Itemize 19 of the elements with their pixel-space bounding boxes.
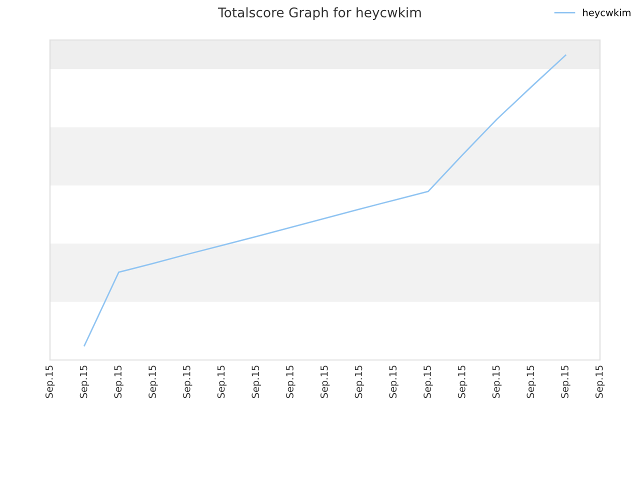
chart-title: Totalscore Graph for heycwkim (218, 7, 421, 20)
x-tick-label: Sep.15 (45, 366, 55, 398)
x-tick-label: Sep.15 (148, 366, 158, 398)
x-tick-label: Sep.15 (354, 366, 364, 398)
x-tick-label: Sep.15 (320, 366, 330, 398)
x-tick-label: Sep.15 (526, 366, 536, 398)
x-tick-label: Sep.15 (424, 366, 433, 398)
x-tick-label: Sep.15 (595, 366, 605, 398)
legend-label: heycwkim (583, 8, 630, 18)
x-tick-label: Sep.15 (182, 366, 192, 398)
x-tick-label: Sep.15 (80, 366, 90, 398)
x-tick-label: Sep.15 (286, 366, 296, 398)
x-tick-label: Sep.15 (252, 366, 261, 398)
x-tick-label: Sep.15 (458, 366, 468, 398)
x-tick-label: Sep.15 (492, 366, 502, 398)
x-tick-label: Sep.15 (561, 366, 570, 398)
x-tick-label: Sep.15 (217, 366, 227, 398)
x-tick-label: Sep.15 (389, 366, 398, 398)
x-tick-label: Sep.15 (114, 366, 124, 398)
